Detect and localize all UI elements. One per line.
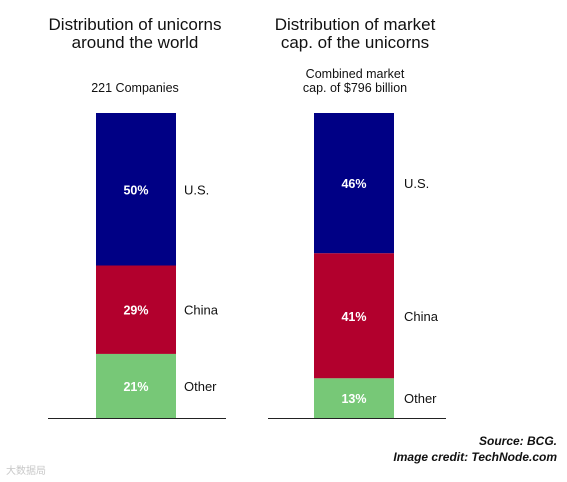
- segment-value-label: 46%: [341, 177, 366, 191]
- category-label: China: [184, 303, 219, 318]
- segment-value-label: 41%: [341, 310, 366, 324]
- bar-segment-china: [314, 253, 394, 379]
- chart-title-line: Distribution of unicorns: [49, 15, 222, 34]
- bar-segment-us: [96, 113, 176, 266]
- category-label: Other: [184, 379, 217, 394]
- chart-subtitle-line: cap. of $796 billion: [303, 81, 407, 95]
- bar-segment-china: [96, 265, 176, 354]
- watermark: 大数据局: [6, 464, 46, 477]
- bar-segment-other: [314, 378, 394, 418]
- chart-title-line: cap. of the unicorns: [281, 33, 429, 52]
- category-label: U.S.: [184, 182, 209, 197]
- bar-segment-other: [96, 353, 176, 418]
- bar-segment-us: [314, 113, 394, 254]
- image-credit-note: Image credit: TechNode.com: [393, 450, 557, 464]
- chart-title-line: Distribution of market: [275, 15, 436, 34]
- segment-value-label: 21%: [123, 380, 148, 394]
- source-note: Source: BCG.: [479, 434, 557, 448]
- chart-subtitle-line: Combined market: [306, 67, 405, 81]
- category-label: U.S.: [404, 176, 429, 191]
- segment-value-label: 13%: [341, 392, 366, 406]
- category-label: China: [404, 309, 439, 324]
- chart-subtitle-line: 221 Companies: [91, 81, 179, 95]
- segment-value-label: 29%: [123, 304, 148, 318]
- category-label: Other: [404, 391, 437, 406]
- segment-value-label: 50%: [123, 183, 148, 197]
- chart-title-line: around the world: [72, 33, 199, 52]
